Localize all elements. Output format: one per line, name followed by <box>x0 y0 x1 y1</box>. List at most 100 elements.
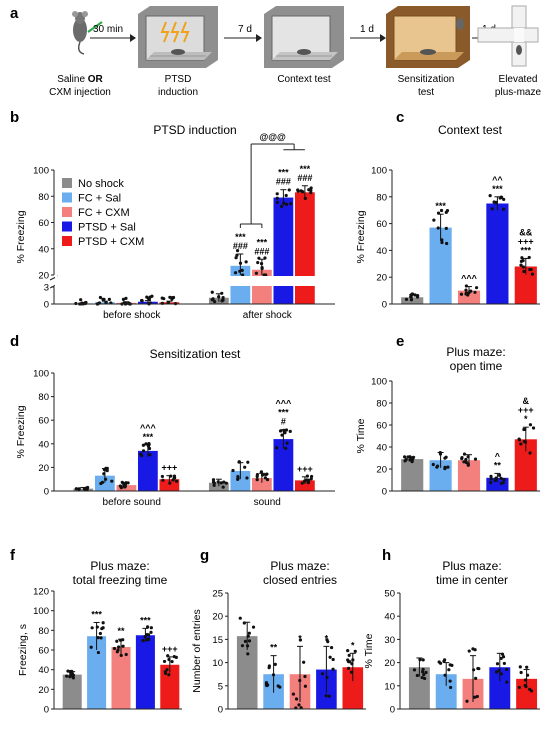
data-point <box>331 667 335 671</box>
data-point <box>404 297 409 301</box>
data-point <box>410 459 414 464</box>
legend: No shock FC + Sal FC + CXM PTSD + Sal PTSD +… <box>62 178 144 248</box>
data-point <box>212 483 216 487</box>
data-point <box>520 256 524 260</box>
data-point <box>497 473 502 477</box>
data-point <box>475 694 479 699</box>
data-point <box>460 455 464 460</box>
panel-label-c: c <box>396 109 404 126</box>
data-point <box>275 446 279 450</box>
significance-label: *** <box>143 432 154 442</box>
data-point <box>324 694 328 698</box>
significance-label: * <box>325 633 329 643</box>
data-point <box>247 639 252 643</box>
significance-label: +++ <box>162 644 178 654</box>
bar-h-3 <box>489 667 511 709</box>
data-point <box>525 665 529 669</box>
significance-label: ** <box>270 643 278 653</box>
data-point <box>464 457 468 462</box>
data-point <box>212 481 216 485</box>
data-point <box>236 474 240 479</box>
data-point <box>328 655 332 659</box>
y-lower-b-tick-label: 0 <box>44 300 49 311</box>
y-g-tick-label: 5 <box>218 681 223 692</box>
y-d-tick-label: 60 <box>38 416 49 427</box>
data-point <box>472 668 476 672</box>
data-point <box>406 455 410 459</box>
significance-label: ^^ <box>492 175 503 185</box>
y-f-tick-label: 0 <box>44 705 49 716</box>
significance-label: & <box>523 396 530 406</box>
data-point <box>474 286 479 290</box>
data-point <box>90 626 94 630</box>
x-category-label: before shock <box>103 310 161 321</box>
data-point <box>243 639 248 643</box>
significance-label: ### <box>233 241 248 251</box>
data-point <box>98 631 102 636</box>
bar-d-1-3 <box>273 439 294 491</box>
data-point <box>402 455 407 459</box>
y-d-tick-label: 40 <box>38 439 49 450</box>
panel-title-h: time in center <box>436 573 508 587</box>
data-point <box>424 670 428 675</box>
data-point <box>172 474 177 478</box>
y-lower-b-tick-label: 3 <box>44 283 49 294</box>
data-point <box>170 297 174 301</box>
data-point <box>101 297 105 301</box>
data-point <box>285 441 289 445</box>
bar-g-4 <box>342 667 364 709</box>
significance-label: *** <box>257 237 268 247</box>
data-point <box>489 480 493 485</box>
data-point <box>105 469 109 473</box>
data-point <box>499 476 503 480</box>
data-point <box>139 454 144 458</box>
y-axis-label: Freezing, s <box>17 624 29 676</box>
data-point <box>298 638 303 642</box>
bar-d-0-3 <box>137 450 158 491</box>
bar-b-1-3 <box>273 197 294 304</box>
data-point <box>501 481 505 485</box>
data-point <box>245 476 249 480</box>
data-point <box>309 474 314 479</box>
data-point <box>467 649 471 653</box>
stage-5-caption-2: plus-maze <box>495 87 542 98</box>
data-point <box>459 292 464 296</box>
y-axis-label: % Freezing <box>15 405 27 458</box>
data-point <box>490 207 494 211</box>
interval-2: 7 d <box>238 24 252 35</box>
y-e-tick-label: 100 <box>371 377 387 388</box>
data-point <box>246 460 250 464</box>
data-point <box>117 645 121 649</box>
data-point <box>149 626 153 630</box>
data-point <box>462 452 467 456</box>
significance-label: * <box>524 414 528 424</box>
bar-f-2 <box>111 647 131 709</box>
data-point <box>307 188 311 192</box>
bar-c-2 <box>457 290 481 304</box>
data-point <box>222 480 226 484</box>
data-point <box>267 666 271 670</box>
bar-d-0-4 <box>159 479 180 491</box>
data-point <box>221 485 225 489</box>
data-point <box>275 192 279 196</box>
data-point <box>464 292 468 296</box>
data-point <box>519 442 523 446</box>
data-point <box>346 658 350 662</box>
data-point <box>213 299 217 304</box>
data-point <box>273 662 277 666</box>
data-point <box>521 265 525 269</box>
data-point <box>446 465 450 469</box>
data-point <box>221 298 225 302</box>
data-point <box>415 295 420 299</box>
panel-label-e: e <box>396 333 404 350</box>
data-point <box>447 668 451 672</box>
data-point <box>448 679 452 683</box>
data-point <box>403 459 407 463</box>
data-point <box>118 484 122 488</box>
data-point <box>254 271 259 275</box>
panel-title-g: Plus maze: <box>270 559 329 573</box>
panel-label-g: g <box>200 547 209 564</box>
panel-label-b: b <box>10 109 19 126</box>
y-axis-label: % Time <box>363 633 375 668</box>
